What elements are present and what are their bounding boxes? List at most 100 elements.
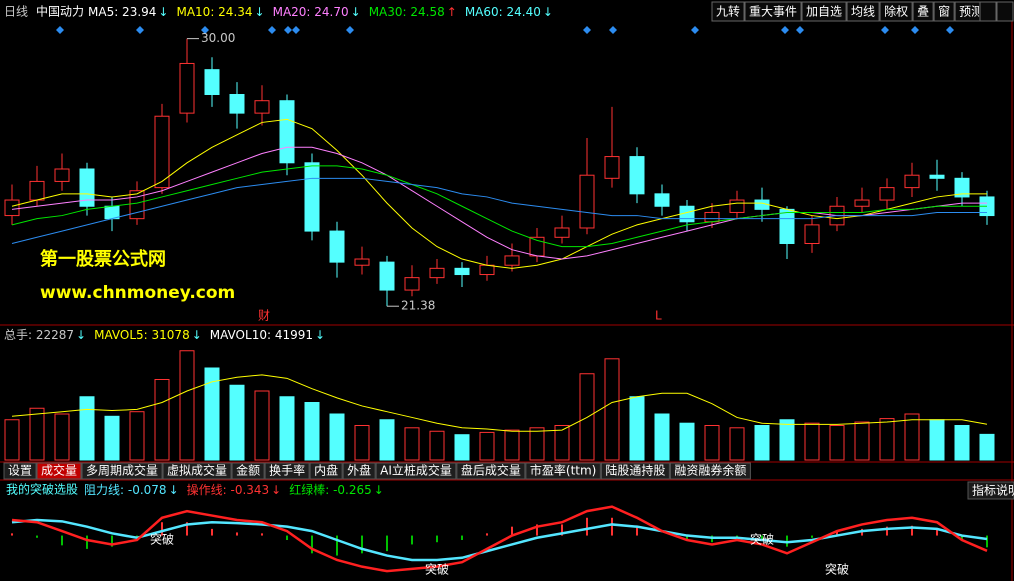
tab-label[interactable]: 多周期成交量	[86, 463, 158, 478]
candle-body	[604, 156, 620, 179]
candle-body	[579, 174, 595, 229]
event-diamond	[583, 26, 591, 34]
event-diamond	[284, 26, 292, 34]
signal-label: 突破	[750, 532, 774, 547]
candle-body	[779, 208, 795, 245]
event-diamond	[56, 26, 64, 34]
tab[interactable]	[36, 462, 82, 480]
ma-legend-label: MA20: 24.70	[273, 5, 349, 19]
line	[11, 165, 987, 248]
tab[interactable]	[669, 462, 751, 480]
indicator-legend-label: 操作线: -0.343	[187, 482, 270, 497]
event-diamond	[781, 26, 789, 34]
tab[interactable]	[600, 462, 670, 480]
candle-body	[454, 267, 470, 276]
volume-bar	[29, 407, 45, 461]
volume-bar	[829, 425, 845, 461]
ma-legend-label: MA60: 24.40	[465, 5, 541, 19]
volume-bar	[179, 350, 195, 461]
tab-label[interactable]: 融资融券余额	[674, 463, 746, 478]
help-label[interactable]: 指标说明	[972, 483, 1014, 498]
toolbar-label[interactable]: 均线	[851, 5, 875, 19]
tab-label[interactable]: 设置	[8, 464, 32, 478]
tab-label[interactable]: 成交量	[41, 463, 77, 478]
candle-body	[379, 261, 395, 291]
tab-label[interactable]: 内盘	[314, 463, 338, 478]
event-diamond	[691, 26, 699, 34]
watermark-name: 第一股票公式网	[40, 248, 166, 270]
toolbar-label[interactable]: 预测	[959, 5, 983, 19]
indicator-legend: 红绿棒: -0.265 ↓	[289, 482, 384, 497]
volume-bar	[329, 413, 345, 461]
tab-label[interactable]: 外盘	[347, 463, 371, 478]
volume-bar	[504, 429, 520, 461]
signal-label: 突破	[150, 532, 174, 547]
toolbar-label[interactable]: 九转	[716, 4, 740, 19]
ma-legend-trend: ↓	[255, 5, 265, 19]
toolbar-label[interactable]: 窗	[938, 5, 950, 19]
toolbar-button[interactable]	[912, 1, 934, 22]
help-button[interactable]	[967, 481, 1014, 500]
indicator-legend: 阻力线: -0.078 ↓	[84, 483, 179, 497]
volume-bar	[54, 413, 70, 461]
line	[11, 505, 988, 573]
tab[interactable]	[309, 462, 343, 480]
volume-bar	[154, 379, 170, 461]
ma-legend-label: MA30: 24.58	[369, 5, 445, 19]
toolbar-button[interactable]	[933, 1, 955, 22]
volume-bar	[304, 402, 320, 461]
event-diamond	[796, 26, 804, 34]
volume-bar	[404, 427, 420, 461]
toolbar-button[interactable]	[801, 1, 847, 22]
tab[interactable]	[81, 462, 163, 480]
volume-bar	[454, 434, 470, 461]
toolbar-button[interactable]	[711, 1, 745, 22]
finance-marker: 财	[258, 309, 270, 323]
volume-bar	[279, 396, 295, 461]
tab-label[interactable]: 市盈率(ttm)	[530, 463, 596, 478]
candle-body	[629, 156, 645, 195]
volume-bar	[879, 418, 895, 461]
toolbar-label[interactable]: 除权	[884, 4, 908, 19]
volume-bar	[804, 422, 820, 461]
tab[interactable]	[162, 462, 232, 480]
candle-body	[4, 199, 20, 217]
toolbar-label[interactable]: 叠	[917, 5, 929, 19]
tab[interactable]	[525, 462, 601, 480]
toolbar-label[interactable]: 重大事件	[749, 5, 797, 19]
watermark-url: www.chnmoney.com	[40, 283, 235, 303]
toolbar-button[interactable]	[879, 1, 913, 22]
volume-legend-trend: ↓	[192, 328, 202, 342]
toolbar-button[interactable]	[744, 1, 802, 22]
tab[interactable]	[264, 462, 310, 480]
tab-label[interactable]: 陆股通持股	[605, 463, 665, 478]
tab-label[interactable]: 盘后成交量	[461, 463, 521, 478]
period: 日线	[4, 5, 28, 19]
tab[interactable]	[342, 462, 376, 480]
volume-bar	[679, 422, 695, 461]
candle-body	[179, 62, 195, 114]
candle-body	[879, 187, 895, 201]
candle-body	[104, 205, 120, 220]
tab[interactable]	[3, 462, 37, 480]
lock-icon[interactable]	[979, 1, 997, 22]
ma-legend-trend: ↓	[543, 5, 553, 19]
stock-name: 中国动力	[36, 4, 84, 19]
square-icon[interactable]	[996, 1, 1014, 22]
tab[interactable]	[231, 462, 265, 480]
tab-label[interactable]: 金额	[236, 463, 260, 478]
tab-label[interactable]: 换手率	[269, 463, 305, 478]
volume-bar	[254, 390, 270, 461]
tab[interactable]	[375, 462, 457, 480]
high-label: 30.00	[201, 31, 235, 45]
toolbar-label[interactable]: 加自选	[806, 5, 842, 19]
tab[interactable]	[456, 462, 526, 480]
toolbar-button[interactable]	[846, 1, 880, 22]
signal-label: 突破	[425, 562, 449, 577]
candle-body	[254, 100, 270, 114]
tab-label[interactable]: 虚拟成交量	[167, 463, 227, 478]
tab-label[interactable]: AI立桩成交量	[380, 463, 452, 478]
volume-bar	[429, 430, 445, 461]
line	[11, 177, 987, 244]
ma-legend-label: MA5: 23.94	[88, 5, 156, 19]
